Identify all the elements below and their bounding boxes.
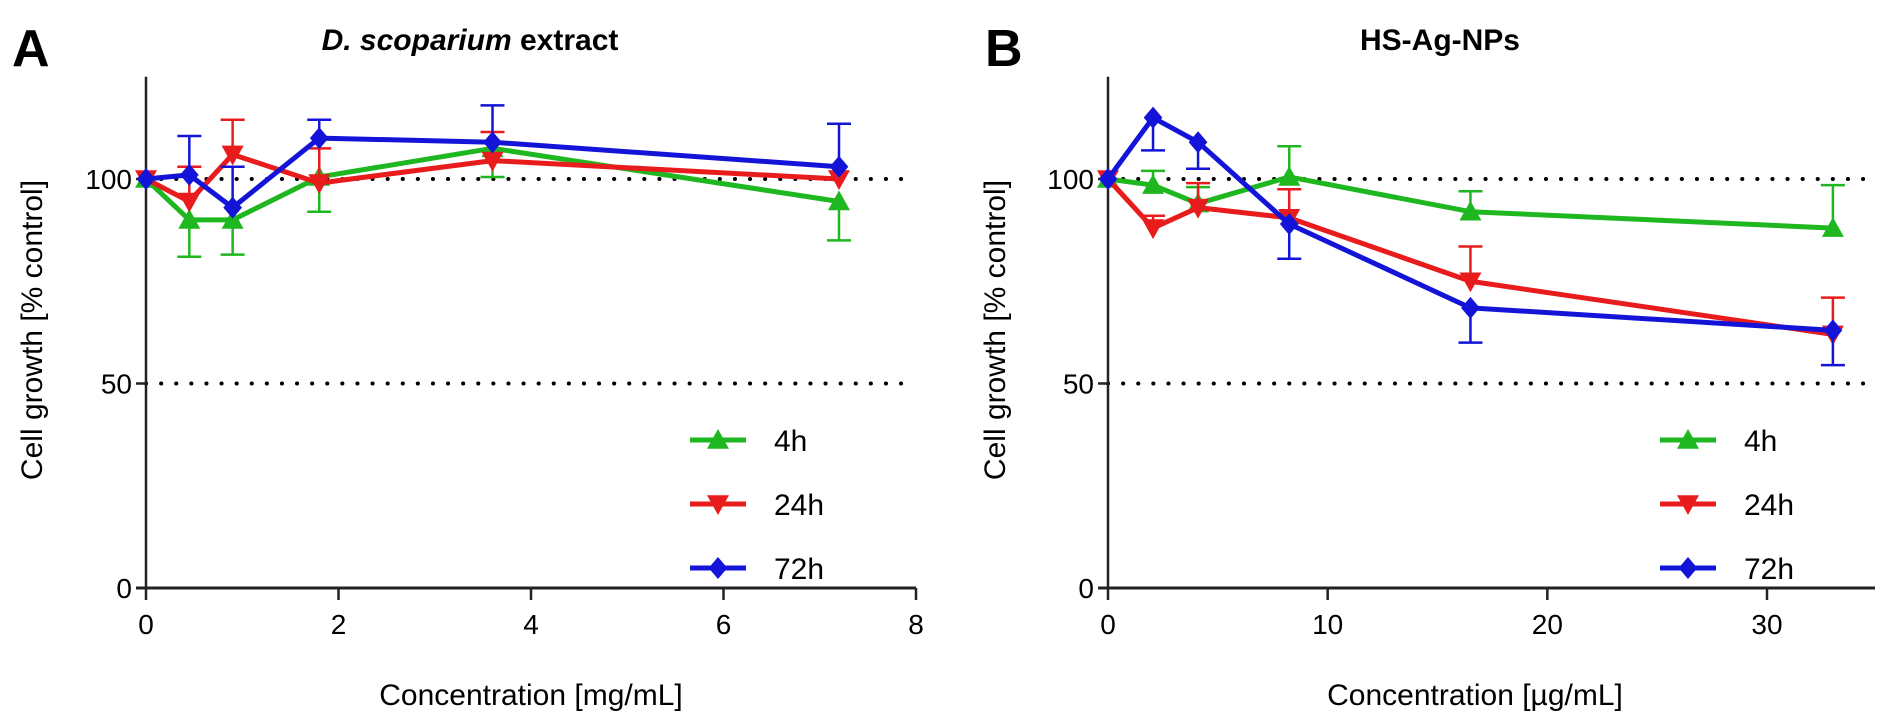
data-point	[1142, 174, 1165, 194]
y-tick-label: 0	[1078, 573, 1094, 604]
data-point	[178, 208, 201, 229]
legend-marker	[707, 429, 729, 449]
data-point	[1098, 168, 1118, 190]
data-point	[1188, 131, 1208, 154]
x-tick-label: 4	[523, 609, 539, 640]
y-tick-label: 100	[1047, 164, 1094, 195]
plot-area: 0 50 100 0 2 4 6 8 4h 24h 72h	[85, 76, 924, 640]
data-point	[1142, 219, 1165, 240]
data-point	[1459, 272, 1482, 293]
y-axis-label: Cell growth [% control]	[16, 180, 49, 480]
x-tick-label: 20	[1532, 609, 1563, 640]
panel-a: A D. scoparium extract Concentration [mg…	[12, 20, 924, 712]
y-tick-label: 50	[101, 369, 132, 400]
data-point	[136, 168, 156, 190]
data-point	[1143, 106, 1163, 129]
y-tick-label: 50	[1063, 369, 1094, 400]
data-point	[221, 208, 244, 229]
data-point	[483, 131, 502, 154]
series-72h	[136, 104, 851, 219]
legend: 4h 24h 72h	[690, 425, 824, 586]
y-tick-label: 0	[116, 573, 132, 604]
x-tick-label: 0	[1100, 609, 1116, 640]
data-point	[221, 145, 244, 166]
data-point	[309, 127, 329, 150]
plot-area: 0 50 100 0 10 20 30 4h 24h 72h	[1047, 76, 1877, 640]
legend-marker	[708, 557, 728, 579]
x-tick-label: 30	[1751, 609, 1782, 640]
data-point	[829, 155, 849, 178]
legend-item: 24h	[1660, 489, 1794, 522]
legend-label: 24h	[1744, 489, 1794, 522]
data-point	[308, 174, 331, 195]
data-point	[1278, 165, 1301, 186]
x-tick-label: 2	[331, 609, 347, 640]
data-point	[179, 163, 199, 186]
chart-title: D. scoparium extract	[322, 24, 619, 57]
legend-item: 24h	[690, 489, 824, 522]
series-line	[1105, 115, 1834, 333]
panel-b: B HS-Ag-NPs Concentration [µg/mL] Cell g…	[979, 20, 1877, 712]
legend-item: 72h	[690, 553, 824, 586]
title-italic: D. scoparium	[322, 24, 512, 57]
data-point	[828, 170, 850, 190]
x-tick-label: 6	[716, 609, 732, 640]
legend-label: 72h	[1744, 553, 1794, 586]
data-point	[178, 192, 201, 213]
legend: 4h 24h 72h	[1660, 425, 1794, 586]
x-tick-label: 8	[908, 609, 924, 640]
data-point	[1823, 319, 1843, 342]
data-point	[1187, 198, 1210, 219]
data-point	[1461, 296, 1480, 319]
legend-item: 4h	[1660, 425, 1777, 458]
series-72h	[1098, 106, 1845, 367]
x-axis-label: Concentration [mg/mL]	[379, 679, 682, 712]
x-tick-label: 0	[138, 609, 154, 640]
chart-title: HS-Ag-NPs	[1360, 24, 1520, 57]
title-rest: extract	[512, 24, 619, 57]
legend-label: 72h	[774, 553, 824, 586]
panel-letter: B	[985, 20, 1023, 78]
data-point	[1279, 212, 1299, 235]
legend-marker	[1678, 557, 1698, 579]
series-4h	[1097, 145, 1845, 237]
legend-item: 4h	[690, 425, 807, 458]
series-line	[1107, 174, 1834, 231]
data-point	[223, 196, 242, 219]
legend-label: 4h	[1744, 425, 1777, 458]
panel-letter: A	[12, 20, 50, 78]
series-24h	[135, 118, 850, 213]
x-tick-label: 10	[1312, 609, 1343, 640]
legend-marker	[1677, 495, 1699, 515]
legend-label: 4h	[774, 425, 807, 458]
data-point	[481, 151, 504, 172]
y-tick-label: 100	[85, 164, 132, 195]
x-axis-label: Concentration [µg/mL]	[1327, 679, 1623, 712]
data-point	[828, 190, 850, 211]
data-point	[1821, 217, 1844, 237]
legend-item: 72h	[1660, 553, 1794, 586]
data-point	[1459, 200, 1482, 221]
legend-label: 24h	[774, 489, 824, 522]
y-axis-label: Cell growth [% control]	[979, 180, 1012, 480]
legend-marker	[707, 495, 729, 515]
title-rest: HS-Ag-NPs	[1360, 24, 1520, 57]
legend-marker	[1677, 429, 1699, 449]
series-line	[144, 145, 840, 223]
